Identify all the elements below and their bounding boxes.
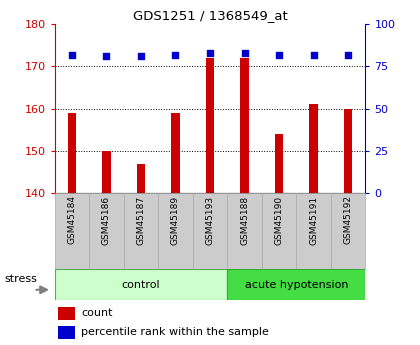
Point <box>276 52 282 57</box>
Bar <box>344 109 352 193</box>
Bar <box>309 105 318 193</box>
Point <box>310 52 317 57</box>
Text: control: control <box>122 280 160 289</box>
Text: GSM45191: GSM45191 <box>309 196 318 245</box>
Text: GSM45189: GSM45189 <box>171 196 180 245</box>
Text: GSM45187: GSM45187 <box>136 196 145 245</box>
Text: GSM45186: GSM45186 <box>102 196 111 245</box>
Bar <box>240 58 249 193</box>
Bar <box>58 326 75 338</box>
Text: GSM45193: GSM45193 <box>205 196 215 245</box>
Text: GSM45190: GSM45190 <box>275 196 284 245</box>
Text: GDS1251 / 1368549_at: GDS1251 / 1368549_at <box>133 9 287 22</box>
Text: GSM45184: GSM45184 <box>67 196 76 245</box>
FancyBboxPatch shape <box>123 193 158 269</box>
Bar <box>58 307 75 319</box>
FancyBboxPatch shape <box>89 193 123 269</box>
Point <box>68 52 75 57</box>
FancyBboxPatch shape <box>158 193 193 269</box>
Point <box>172 52 179 57</box>
Bar <box>136 164 145 193</box>
Bar <box>102 151 111 193</box>
FancyBboxPatch shape <box>262 193 297 269</box>
Text: percentile rank within the sample: percentile rank within the sample <box>81 327 269 337</box>
Bar <box>171 113 180 193</box>
FancyBboxPatch shape <box>331 193 365 269</box>
FancyBboxPatch shape <box>55 193 89 269</box>
FancyBboxPatch shape <box>297 193 331 269</box>
Bar <box>68 113 76 193</box>
Point <box>345 52 352 57</box>
Text: GSM45188: GSM45188 <box>240 196 249 245</box>
FancyBboxPatch shape <box>55 269 227 300</box>
FancyBboxPatch shape <box>193 193 227 269</box>
Text: stress: stress <box>4 275 37 284</box>
Point <box>207 50 213 56</box>
Point <box>103 53 110 59</box>
Point <box>138 53 144 59</box>
Text: count: count <box>81 308 113 318</box>
Bar <box>275 134 284 193</box>
Text: GSM45192: GSM45192 <box>344 196 353 245</box>
Point <box>241 50 248 56</box>
Text: acute hypotension: acute hypotension <box>244 280 348 289</box>
FancyBboxPatch shape <box>227 193 262 269</box>
FancyBboxPatch shape <box>227 269 365 300</box>
Bar <box>206 58 214 193</box>
